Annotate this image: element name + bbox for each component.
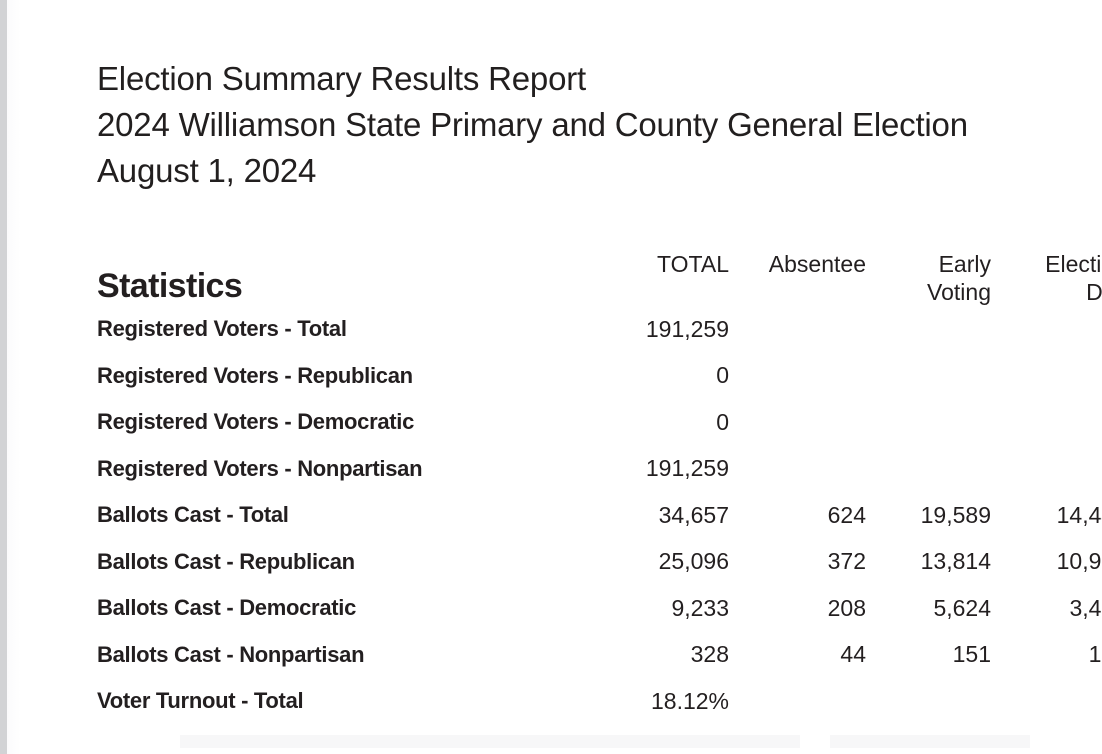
table-row: Ballots Cast - Total 34,657 624 19,589 14,44… — [97, 492, 1102, 539]
statistic-value-election-day — [991, 399, 1102, 446]
statistic-label: Registered Voters - Republican — [97, 362, 413, 388]
table-row: Registered Voters - Total 191,259 — [97, 306, 1102, 353]
statistic-value-total: 34,657 — [658, 501, 729, 528]
statistics-table-body: Registered Voters - Total 191,259 Register… — [97, 306, 1102, 725]
report-title-line-2: 2024 Williamson State Primary and County… — [97, 106, 968, 143]
statistic-label: Ballots Cast - Total — [97, 502, 289, 528]
statistic-value-early-voting: 5,624 — [933, 594, 991, 621]
table-row: Ballots Cast - Democratic 9,233 208 5,624 3,… — [97, 585, 1102, 632]
statistic-label: Ballots Cast - Republican — [97, 548, 355, 574]
statistic-value-absentee — [729, 446, 866, 493]
statistic-value-absentee — [729, 399, 866, 446]
statistic-value-early-voting: 19,589 — [920, 501, 991, 528]
statistic-label: Registered Voters - Nonpartisan — [97, 455, 423, 481]
statistic-value-total: 9,233 — [671, 594, 729, 621]
page-gutter-shadow — [0, 0, 7, 754]
scan-artifact-band-left — [180, 735, 800, 748]
statistic-value-election-day — [991, 446, 1102, 493]
table-row: Registered Voters - Republican 0 — [97, 353, 1102, 400]
statistic-value-election-day: 3,401 — [1069, 594, 1102, 621]
scan-artifact-band-right — [830, 735, 1030, 748]
statistic-value-early-voting: 151 — [952, 641, 991, 668]
statistic-value-absentee: 624 — [827, 501, 866, 528]
statistic-value-election-day: 10,910 — [1056, 548, 1102, 575]
table-row: Ballots Cast - Nonpartisan 328 44 151 133 — [97, 632, 1102, 679]
statistic-value-total: 0 — [716, 362, 729, 389]
statistics-table: Statistics TOTAL Absentee Early Voting E… — [97, 250, 1102, 725]
statistics-section-title: Statistics — [97, 267, 243, 305]
statistic-value-election-day — [991, 306, 1102, 353]
statistic-value-absentee: 208 — [827, 594, 866, 621]
table-row: Voter Turnout - Total 18.12% — [97, 678, 1102, 725]
statistic-value-election-day — [991, 353, 1102, 400]
statistic-value-election-day: 14,444 — [1056, 501, 1102, 528]
statistic-value-absentee — [729, 678, 866, 725]
statistic-value-early-voting — [866, 678, 991, 725]
statistic-label: Registered Voters - Democratic — [97, 409, 415, 435]
column-header-election-day: Election Day — [1045, 251, 1102, 305]
statistic-value-total: 0 — [716, 408, 729, 435]
statistic-value-absentee: 44 — [840, 641, 866, 668]
column-header-total: TOTAL — [657, 251, 729, 277]
statistic-label: Registered Voters - Total — [97, 316, 347, 342]
statistic-value-early-voting: 13,814 — [920, 548, 991, 575]
report-title-line-1: Election Summary Results Report — [97, 60, 586, 97]
statistics-header-row: Statistics TOTAL Absentee Early Voting E… — [97, 250, 1102, 306]
statistic-value-election-day: 133 — [1088, 641, 1102, 668]
statistic-value-early-voting — [866, 353, 991, 400]
statistic-value-total: 191,259 — [645, 455, 729, 482]
statistic-label: Voter Turnout - Total — [97, 688, 304, 714]
table-row: Ballots Cast - Republican 25,096 372 13,814… — [97, 539, 1102, 586]
statistic-value-early-voting — [866, 446, 991, 493]
report-heading: Election Summary Results Report 2024 Wil… — [97, 56, 1057, 194]
table-row: Registered Voters - Democratic 0 — [97, 399, 1102, 446]
statistic-label: Ballots Cast - Nonpartisan — [97, 641, 365, 667]
statistic-value-total: 18.12% — [650, 687, 729, 714]
column-header-early-voting: Early Voting — [927, 251, 991, 305]
statistics-table-head: Statistics TOTAL Absentee Early Voting E… — [97, 250, 1102, 306]
table-row: Registered Voters - Nonpartisan 191,259 — [97, 446, 1102, 493]
statistic-value-election-day — [991, 678, 1102, 725]
column-header-absentee: Absentee — [768, 251, 866, 277]
statistic-value-total: 25,096 — [658, 548, 729, 575]
statistic-value-absentee — [729, 306, 866, 353]
statistic-value-absentee: 372 — [827, 548, 866, 575]
statistic-label: Ballots Cast - Democratic — [97, 595, 357, 621]
statistic-value-total: 328 — [690, 641, 729, 668]
statistic-value-early-voting — [866, 399, 991, 446]
report-date-line: August 1, 2024 — [97, 152, 317, 189]
statistic-value-early-voting — [866, 306, 991, 353]
page-gutter-fade — [7, 0, 21, 754]
statistic-value-total: 191,259 — [645, 315, 729, 342]
statistic-value-absentee — [729, 353, 866, 400]
